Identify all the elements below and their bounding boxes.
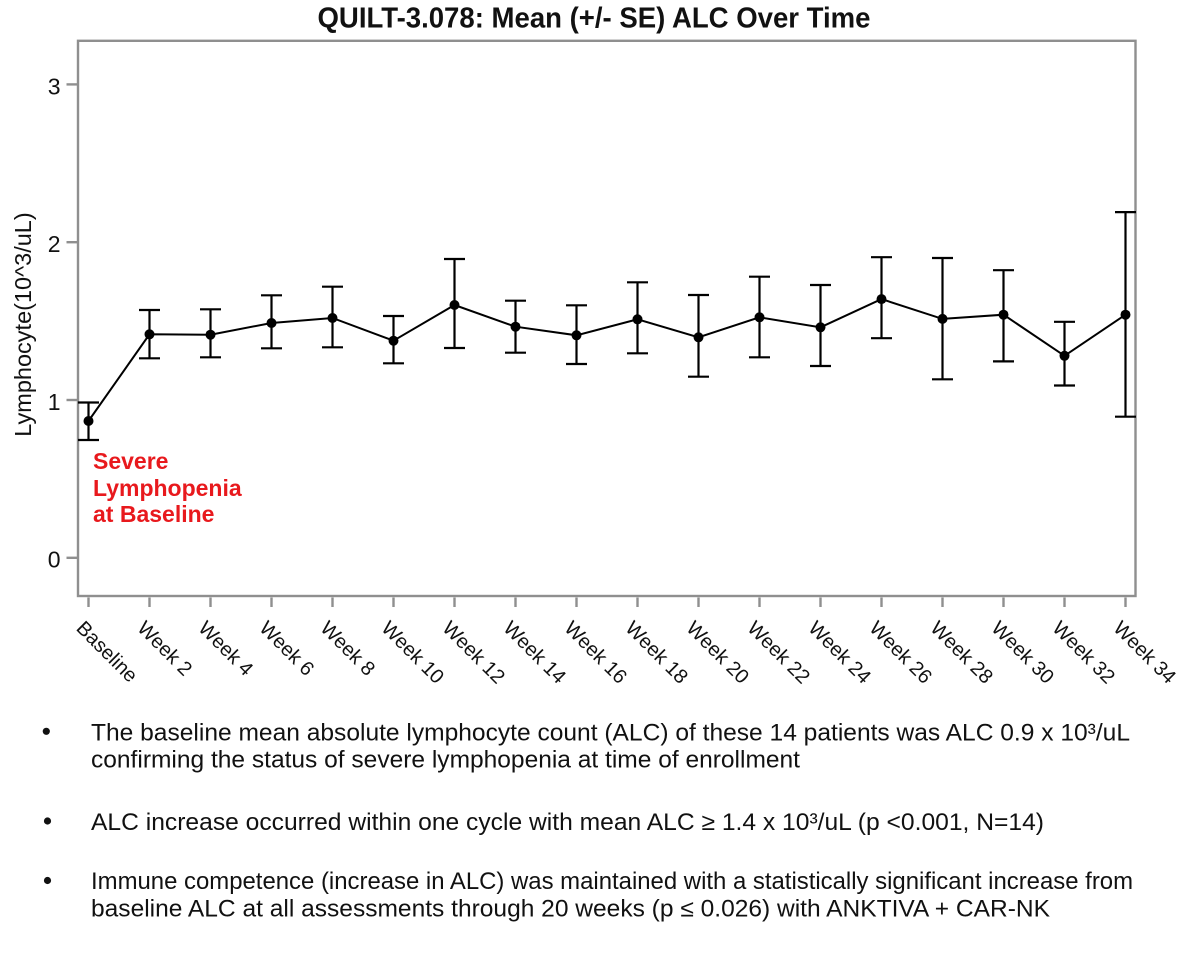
svg-text:Immune competence (increase in: Immune competence (increase in ALC) was …: [91, 868, 1133, 895]
svg-text:2: 2: [48, 231, 61, 257]
svg-text:1: 1: [48, 389, 61, 415]
svg-text:Severe: Severe: [93, 448, 168, 474]
svg-text:confirming the status of sever: confirming the status of severe lymphope…: [91, 747, 800, 774]
svg-text:at Baseline: at Baseline: [93, 501, 214, 527]
svg-text:0: 0: [48, 547, 61, 573]
svg-text:3: 3: [48, 73, 61, 99]
svg-text:Lymphocyte(10^3/uL): Lymphocyte(10^3/uL): [10, 212, 36, 436]
svg-text:QUILT-3.078: Mean (+/- SE) ALC: QUILT-3.078: Mean (+/- SE) ALC Over Time: [318, 3, 871, 35]
svg-text:Lymphopenia: Lymphopenia: [93, 475, 242, 501]
svg-text:ALC increase occurred within o: ALC increase occurred within one cycle w…: [91, 809, 1044, 836]
svg-text:The baseline mean absolute lym: The baseline mean absolute lymphocyte co…: [91, 720, 1130, 747]
svg-text:baseline ALC at all assessment: baseline ALC at all assessments through …: [91, 896, 1050, 923]
